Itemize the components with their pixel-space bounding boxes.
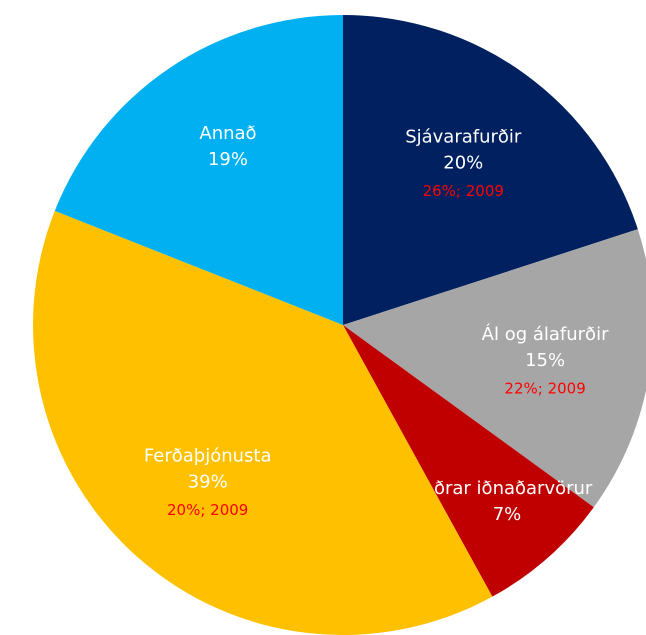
slice-label: Annað	[199, 123, 256, 144]
value-label: 7%	[493, 504, 522, 525]
annotation: 22%; 2009	[504, 380, 585, 398]
value-label: 20%	[443, 152, 483, 173]
pie-slice	[54, 15, 344, 325]
slice-label: Ál og álafurðir	[482, 323, 609, 345]
slice-label: Sjávarafurðir	[405, 126, 522, 147]
pie-slice	[343, 15, 638, 325]
annotation: 20%; 2009	[167, 501, 248, 519]
annotation: 26%; 2009	[423, 182, 504, 200]
slice-label: Ferðaþjónusta	[144, 445, 272, 466]
pie-slice	[343, 325, 594, 597]
slice-label: Aðrar iðnaðarvörur	[422, 478, 593, 499]
value-label: 15%	[525, 350, 565, 371]
value-label: 39%	[188, 471, 228, 492]
pie-slice	[32, 210, 493, 635]
pie-slice	[343, 229, 646, 508]
value-label: 19%	[208, 149, 248, 170]
